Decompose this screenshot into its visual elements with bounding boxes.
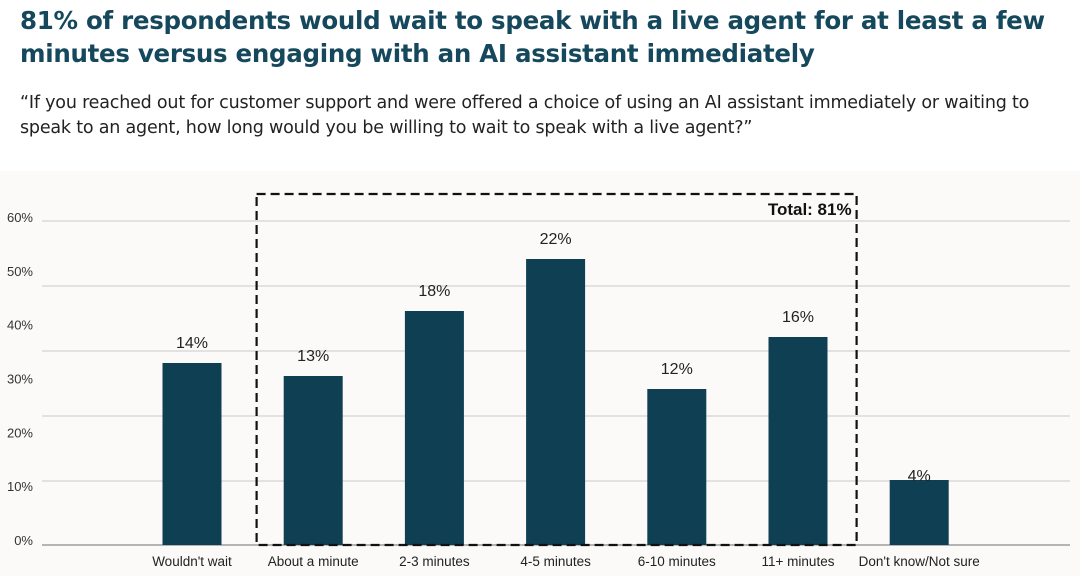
total-highlight-box — [255, 192, 858, 547]
y-tick-label: 10% — [7, 479, 33, 494]
data-label: 12% — [661, 361, 693, 378]
category-label: 2-3 minutes — [399, 554, 470, 569]
bar — [768, 337, 828, 545]
data-labels: 14% 13% 18% 22% 12% 16% 4% — [176, 231, 931, 485]
y-tick-label: 20% — [7, 425, 33, 440]
y-tick-label: 30% — [7, 372, 33, 387]
category-label: About a minute — [268, 554, 359, 569]
category-label: 11+ minutes — [762, 554, 835, 569]
category-label: Wouldn't wait — [152, 554, 232, 569]
data-label: 18% — [418, 283, 450, 300]
data-label: 14% — [176, 335, 208, 352]
bar — [647, 389, 707, 545]
chart-title: 81% of respondents would wait to speak w… — [20, 6, 1045, 68]
data-label: 13% — [297, 348, 329, 365]
data-label: 4% — [908, 468, 931, 485]
bar — [889, 480, 949, 545]
bar — [162, 363, 222, 545]
category-label: 4-5 minutes — [520, 554, 591, 569]
y-tick-label: 40% — [7, 318, 33, 333]
y-tick-label: 60% — [7, 210, 33, 225]
category-labels: Wouldn't wait About a minute 2-3 minutes 4-… — [152, 554, 980, 569]
bar — [526, 259, 586, 545]
data-label: 16% — [782, 309, 814, 326]
total-annotation: Total: 81% — [768, 200, 852, 219]
y-axis-ticks: 0% 10% 20% 30% 40% 50% 60% — [7, 210, 33, 548]
bar — [404, 311, 464, 545]
category-label: Don't know/Not sure — [859, 554, 980, 569]
survey-question: “If you reached out for customer support… — [20, 93, 1030, 138]
bar — [283, 376, 343, 545]
y-tick-label: 50% — [7, 264, 33, 279]
y-tick-label: 0% — [14, 533, 33, 548]
data-label: 22% — [540, 231, 572, 248]
category-label: 6-10 minutes — [638, 554, 716, 569]
bars — [162, 259, 949, 545]
